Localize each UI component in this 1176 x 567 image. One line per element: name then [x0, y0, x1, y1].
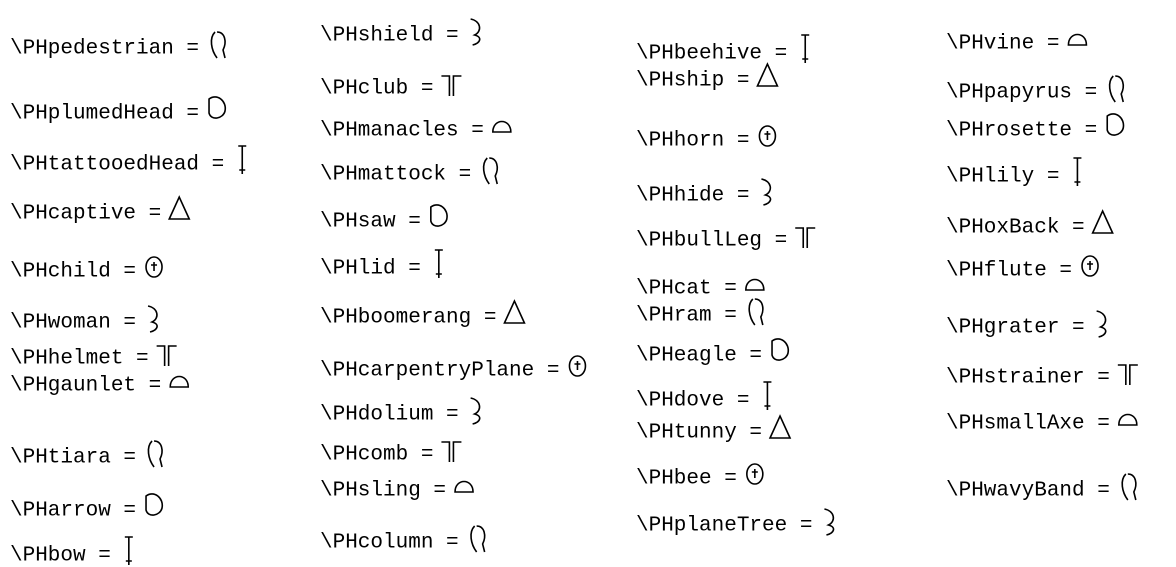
command-label: \PHram =	[636, 305, 737, 328]
command-label: \PHgaunlet =	[10, 375, 161, 398]
symbol-glyph	[147, 305, 158, 333]
command-label: \PHflute =	[946, 260, 1072, 283]
symbol-glyph	[763, 381, 772, 410]
command-label: \PHplumedHead =	[10, 103, 199, 126]
command-label: \PHlily =	[946, 166, 1059, 189]
command-label: \PHlid =	[320, 258, 421, 281]
symbol-glyph	[492, 120, 512, 133]
command-label: \PHboomerang =	[320, 307, 496, 330]
command-label: \PHrosette =	[946, 120, 1097, 143]
symbol-glyph	[147, 440, 163, 468]
symbol-glyph	[1108, 75, 1125, 103]
command-label: \PHwoman =	[10, 312, 136, 335]
symbol-glyph	[1117, 364, 1138, 385]
symbol-glyph	[208, 96, 227, 119]
symbol-glyph	[145, 256, 163, 278]
symbol-glyph	[768, 414, 792, 439]
symbol-glyph	[169, 375, 190, 388]
command-label: \PHbee =	[636, 468, 737, 491]
symbol-glyph	[1091, 209, 1114, 234]
symbol-glyph	[145, 493, 164, 516]
symbol-glyph	[1121, 473, 1137, 501]
command-label: \PHhorn =	[636, 130, 749, 153]
command-label: \PHcarpentryPlane =	[320, 360, 559, 383]
symbol-glyph	[470, 18, 481, 46]
command-label: \PHship =	[636, 70, 749, 93]
symbol-glyph	[454, 480, 474, 493]
command-label: \PHclub =	[320, 78, 433, 101]
symbol-glyph	[761, 178, 772, 206]
command-label: \PHmattock =	[320, 164, 471, 187]
command-label: \PHpapyrus =	[946, 82, 1097, 105]
symbol-glyph	[756, 62, 779, 87]
symbol-glyph	[748, 298, 764, 326]
command-label: \PHshield =	[320, 25, 459, 48]
symbol-glyph	[824, 508, 835, 536]
symbol-glyph	[1096, 310, 1107, 338]
symbol-glyph	[482, 157, 499, 185]
symbol-glyph	[1067, 33, 1088, 46]
symbol-glyph	[210, 31, 226, 59]
symbol-glyph	[746, 463, 764, 485]
symbol-glyph	[568, 355, 587, 377]
command-label: \PHarrow =	[10, 500, 136, 523]
symbol-glyph	[441, 441, 462, 462]
command-label: \PHeagle =	[636, 345, 762, 368]
command-label: \PHhelmet =	[10, 348, 149, 371]
symbol-glyph	[758, 125, 777, 147]
command-label: \PHhide =	[636, 185, 749, 208]
command-label: \PHbullLeg =	[636, 230, 787, 253]
symbol-glyph	[470, 525, 486, 553]
command-label: \PHgrater =	[946, 317, 1085, 340]
symbol-glyph	[1073, 157, 1082, 186]
command-label: \PHsaw =	[320, 211, 421, 234]
symbol-glyph	[156, 345, 177, 366]
command-label: \PHmanacles =	[320, 120, 484, 143]
command-label: \PHwavyBand =	[946, 480, 1110, 503]
command-label: \PHsmallAxe =	[946, 413, 1110, 436]
command-label: \PHtunny =	[636, 422, 762, 445]
symbol-glyph	[434, 249, 443, 278]
command-label: \PHcolumn =	[320, 532, 459, 555]
symbol-glyph	[238, 145, 247, 174]
command-label: \PHdolium =	[320, 404, 459, 427]
command-label: \PHcaptive =	[10, 203, 161, 226]
symbol-glyph	[771, 338, 790, 361]
symbol-glyph	[503, 299, 526, 324]
symbol-glyph	[470, 397, 481, 425]
command-label: \PHstrainer =	[946, 367, 1110, 390]
symbol-glyph	[1106, 113, 1125, 136]
symbol-glyph	[441, 75, 462, 96]
command-label: \PHdove =	[636, 390, 749, 413]
command-label: \PHtiara =	[10, 447, 136, 470]
command-label: \PHplaneTree =	[636, 515, 812, 538]
command-label: \PHvine =	[946, 33, 1059, 56]
command-label: \PHbeehive =	[636, 43, 787, 66]
command-label: \PHbow =	[10, 545, 111, 567]
command-label: \PHoxBack =	[946, 217, 1085, 240]
symbol-glyph	[801, 34, 810, 63]
command-label: \PHsling =	[320, 480, 446, 503]
command-label: \PHtattooedHead =	[10, 154, 224, 177]
symbol-glyph	[1118, 413, 1138, 426]
command-label: \PHcomb =	[320, 444, 433, 467]
command-label: \PHchild =	[10, 261, 136, 284]
symbol-glyph	[795, 227, 816, 248]
symbol-glyph	[167, 195, 191, 220]
symbol-glyph	[1081, 255, 1099, 277]
symbol-glyph	[430, 204, 448, 227]
command-label: \PHcat =	[636, 278, 737, 301]
symbol-glyph	[124, 536, 133, 565]
symbol-glyph	[745, 278, 765, 291]
command-label: \PHpedestrian =	[10, 38, 199, 61]
